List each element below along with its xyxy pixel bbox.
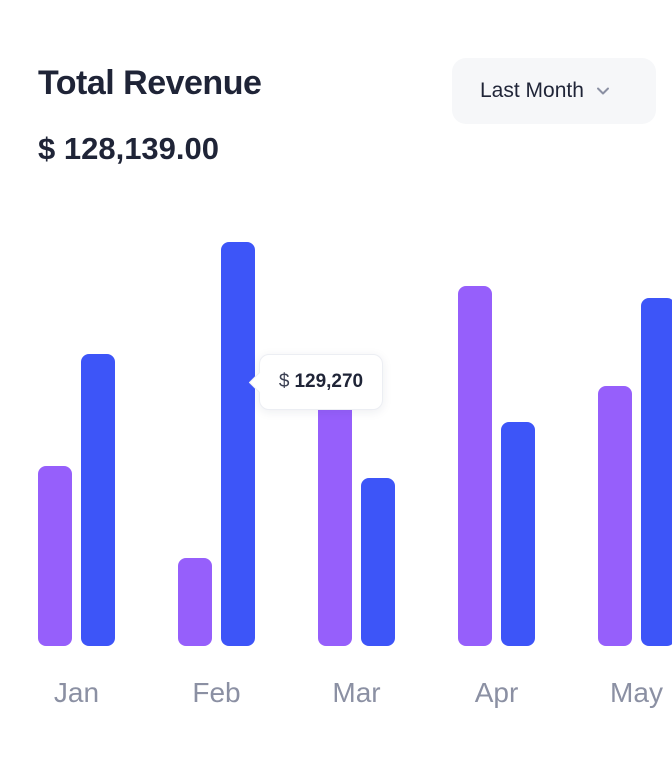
bar-apr-series-2[interactable] [501, 422, 535, 646]
bar-may-series-1[interactable] [598, 386, 632, 646]
bar-may-series-2[interactable] [641, 298, 672, 646]
bars-group [38, 242, 672, 646]
x-axis-labels: Jan Feb Mar Apr May [54, 677, 663, 708]
period-dropdown[interactable]: Last Month [452, 58, 656, 124]
tooltip-value: 129,270 [294, 371, 364, 392]
bar-feb-series-1[interactable] [178, 558, 212, 646]
bar-mar-series-1[interactable] [318, 390, 352, 646]
bar-feb-series-2[interactable] [221, 242, 255, 646]
period-dropdown-label: Last Month [480, 79, 584, 102]
bar-jan-series-1[interactable] [38, 466, 72, 646]
bar-apr-series-1[interactable] [458, 286, 492, 646]
bar-jan-series-2[interactable] [81, 354, 115, 646]
x-tick-label-jan: Jan [54, 677, 99, 708]
chevron-down-icon [596, 87, 609, 95]
x-tick-label-may: May [610, 677, 663, 708]
x-tick-label-feb: Feb [192, 677, 240, 708]
bar-tooltip: $ 129,270 [259, 354, 383, 410]
x-tick-label-apr: Apr [475, 677, 519, 708]
total-revenue-amount: $ 128,139.00 [38, 131, 220, 166]
chart-title: Total Revenue [38, 64, 262, 102]
x-tick-label-mar: Mar [332, 677, 380, 708]
tooltip-currency: $ [278, 371, 290, 392]
bar-mar-series-2[interactable] [361, 478, 395, 646]
